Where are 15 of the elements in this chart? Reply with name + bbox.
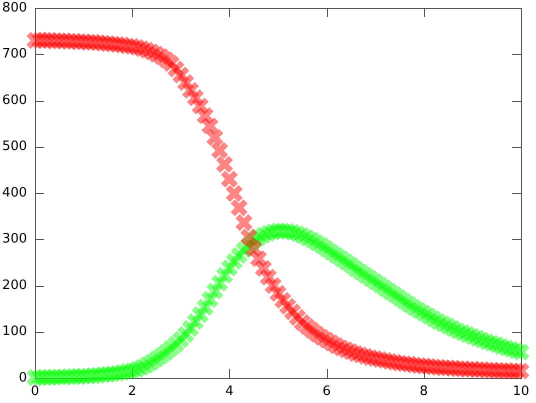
x-tick-label: 4 [225,384,234,400]
y-tick-label: 500 [2,139,27,154]
y-tick-label: 0 [18,370,27,386]
y-tick-label: 100 [2,324,27,340]
y-tick-label: 600 [2,92,27,108]
x-tick-label: 2 [128,384,136,400]
x-tick-label: 10 [512,384,530,400]
x-tick-label: 0 [30,384,40,400]
y-tick-label: 200 [2,278,27,293]
y-tick-label: 800 [2,0,27,16]
y-tick-label: 700 [2,46,27,62]
y-tick-label: 400 [2,185,27,200]
x-tick-label: 6 [322,384,331,400]
x-tick-label: 8 [420,384,428,400]
y-tick-label: 300 [2,232,27,247]
